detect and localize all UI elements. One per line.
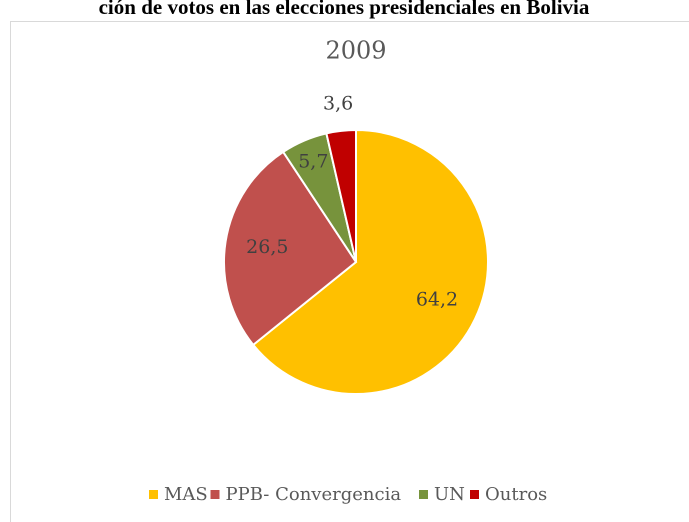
legend-label: PPB- Convergencia [226, 484, 402, 505]
legend-swatch [470, 490, 479, 499]
data-label: 26,5 [246, 236, 288, 258]
legend-label: UN [434, 484, 465, 505]
pie-slice [325, 128, 357, 263]
chart-frame [10, 21, 689, 522]
legend-swatch [210, 490, 220, 499]
data-label: 64,2 [416, 289, 458, 311]
page-heading: ción de votos en las elecciones presiden… [99, 0, 590, 19]
legend-swatch [149, 490, 158, 499]
pie-slice [223, 150, 358, 347]
data-label: 5,7 [298, 151, 328, 173]
legend-swatch [419, 490, 428, 499]
pie-slice [251, 128, 489, 395]
chart-title: 2009 [325, 37, 386, 65]
legend-label: Outros [485, 484, 547, 505]
data-label: 3,6 [323, 93, 353, 115]
legend-label: MAS [164, 484, 208, 505]
